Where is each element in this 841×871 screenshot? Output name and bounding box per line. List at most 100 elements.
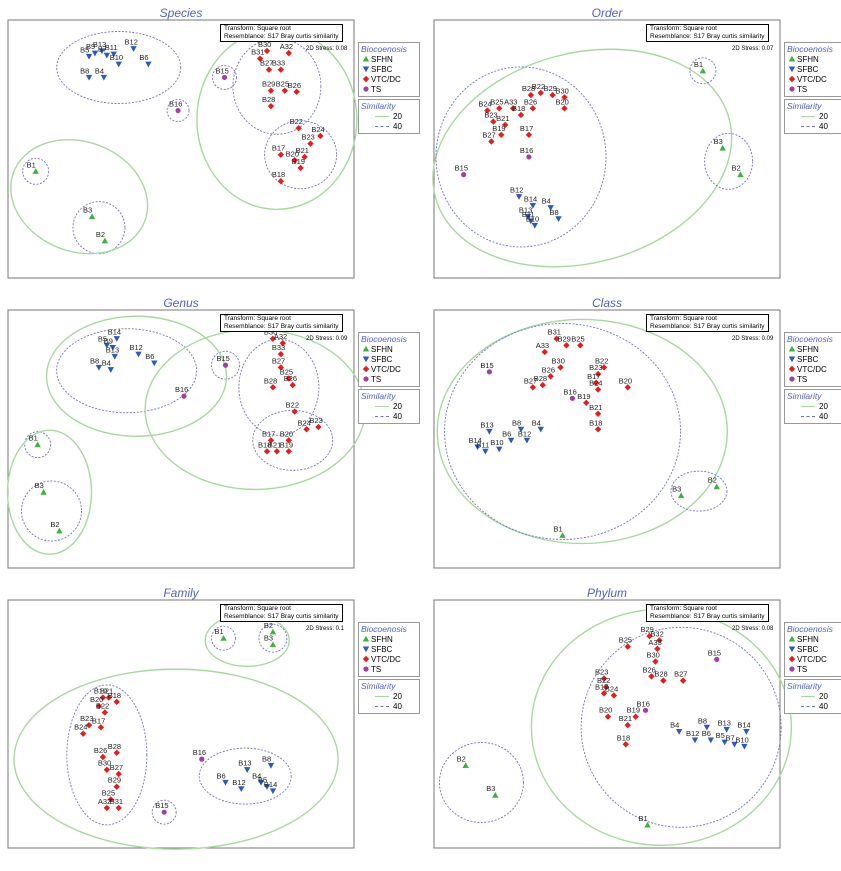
point-label: B3 [35, 481, 44, 490]
legend-marker [787, 365, 797, 373]
point-label: B1 [27, 160, 36, 169]
legend-entry: SFBC [361, 64, 417, 74]
data-point [257, 779, 265, 786]
legend-entry: 40 [361, 121, 417, 131]
point-label: B28 [522, 84, 535, 93]
legend-line [375, 695, 389, 697]
legend-marker [361, 345, 371, 353]
point-label: B16 [563, 387, 576, 396]
data-point [285, 437, 292, 444]
data-point [648, 673, 655, 680]
legend-entry: TS [787, 84, 841, 94]
point-label: B17 [595, 682, 608, 691]
point-label: B6 [216, 771, 225, 780]
point-label: B26 [94, 746, 107, 755]
point-label: B5 [716, 731, 725, 740]
legend-entry: SFHN [361, 54, 417, 64]
data-point [238, 786, 245, 793]
data-point [267, 102, 275, 110]
legend-title: Biocoenosis [361, 44, 407, 54]
point-label: B30 [258, 40, 271, 49]
data-point [277, 151, 285, 158]
data-point [462, 762, 469, 769]
point-label: B10 [526, 214, 539, 223]
legend-entry: SFBC [787, 354, 841, 364]
similarity-40-contour [56, 31, 182, 104]
legend-entry: VTC/DC [787, 364, 841, 374]
data-point [145, 61, 152, 68]
data-point [517, 426, 525, 433]
data-point [624, 384, 631, 391]
similarity-40-contour [689, 57, 717, 85]
legend-label: 20 [393, 691, 402, 701]
legend: Biocoenosis SFHN SFBC VTC/DC TS Similarity 20 4… [358, 42, 420, 134]
point-label: B11 [522, 210, 535, 219]
legend-entry: TS [361, 664, 417, 674]
data-point [130, 46, 137, 52]
point-label: B24 [478, 100, 491, 109]
data-point [267, 437, 275, 444]
legend: Biocoenosis SFHN SFBC VTC/DC TS Similarity 20 4… [358, 622, 420, 714]
point-label: B14 [524, 195, 537, 204]
data-point [263, 448, 271, 455]
point-label: B3 [486, 784, 495, 793]
data-point [32, 168, 39, 174]
data-point [269, 641, 277, 648]
similarity-20-contour [45, 315, 228, 437]
legend-marker [787, 645, 797, 653]
data-point [151, 360, 158, 367]
point-label: B19 [577, 392, 590, 401]
data-point [103, 342, 111, 349]
point-label: B9 [86, 42, 95, 51]
point-label: B21 [619, 714, 632, 723]
data-point [526, 154, 532, 160]
legend-label: 20 [819, 111, 828, 121]
data-point [315, 423, 322, 431]
point-label: B23 [309, 416, 322, 425]
point-label: B7 [98, 44, 107, 53]
point-label: B18 [589, 418, 602, 427]
point-label: B5 [258, 776, 267, 785]
data-point [559, 532, 566, 538]
point-label: B14 [108, 328, 121, 337]
point-label: B23 [302, 133, 315, 142]
point-label: A32 [98, 797, 111, 806]
similarity-20-contour [10, 139, 149, 255]
data-point [220, 634, 227, 641]
data-point [547, 205, 554, 211]
legend-similarity: Similarity 20 40 [358, 99, 420, 134]
similarity-40-contour [439, 742, 524, 823]
point-label: B16 [193, 748, 206, 757]
data-point [291, 157, 298, 164]
legend-line [801, 695, 815, 697]
legend-entry: SFBC [787, 644, 841, 654]
point-label: B12 [686, 729, 699, 738]
legend-label: TS [797, 84, 808, 94]
similarity-20-contour [13, 668, 339, 850]
transform-box: Transform: Square root Resemblance: S17 … [220, 314, 343, 332]
data-point [723, 726, 730, 733]
point-label: B15 [455, 164, 468, 173]
data-point [277, 66, 285, 73]
point-label: B30 [646, 651, 659, 660]
point-label: B22 [290, 117, 303, 126]
legend-entry: VTC/DC [361, 74, 417, 84]
point-label: A32 [274, 332, 287, 341]
point-label: B17 [262, 429, 275, 438]
legend-entry: SFHN [787, 54, 841, 64]
point-label: B27 [524, 376, 537, 385]
legend-line [801, 705, 815, 707]
data-point [222, 779, 229, 786]
legend-label: VTC/DC [797, 654, 827, 664]
point-label: B19 [292, 157, 305, 166]
legend-entry: VTC/DC [361, 654, 417, 664]
chart-title: Family [163, 586, 199, 600]
legend-entry: SFHN [361, 344, 417, 354]
legend-marker [361, 635, 371, 643]
point-label: B13 [106, 345, 119, 354]
point-label: B2 [731, 164, 740, 173]
point-label: B15 [216, 354, 229, 363]
data-point [285, 49, 292, 57]
